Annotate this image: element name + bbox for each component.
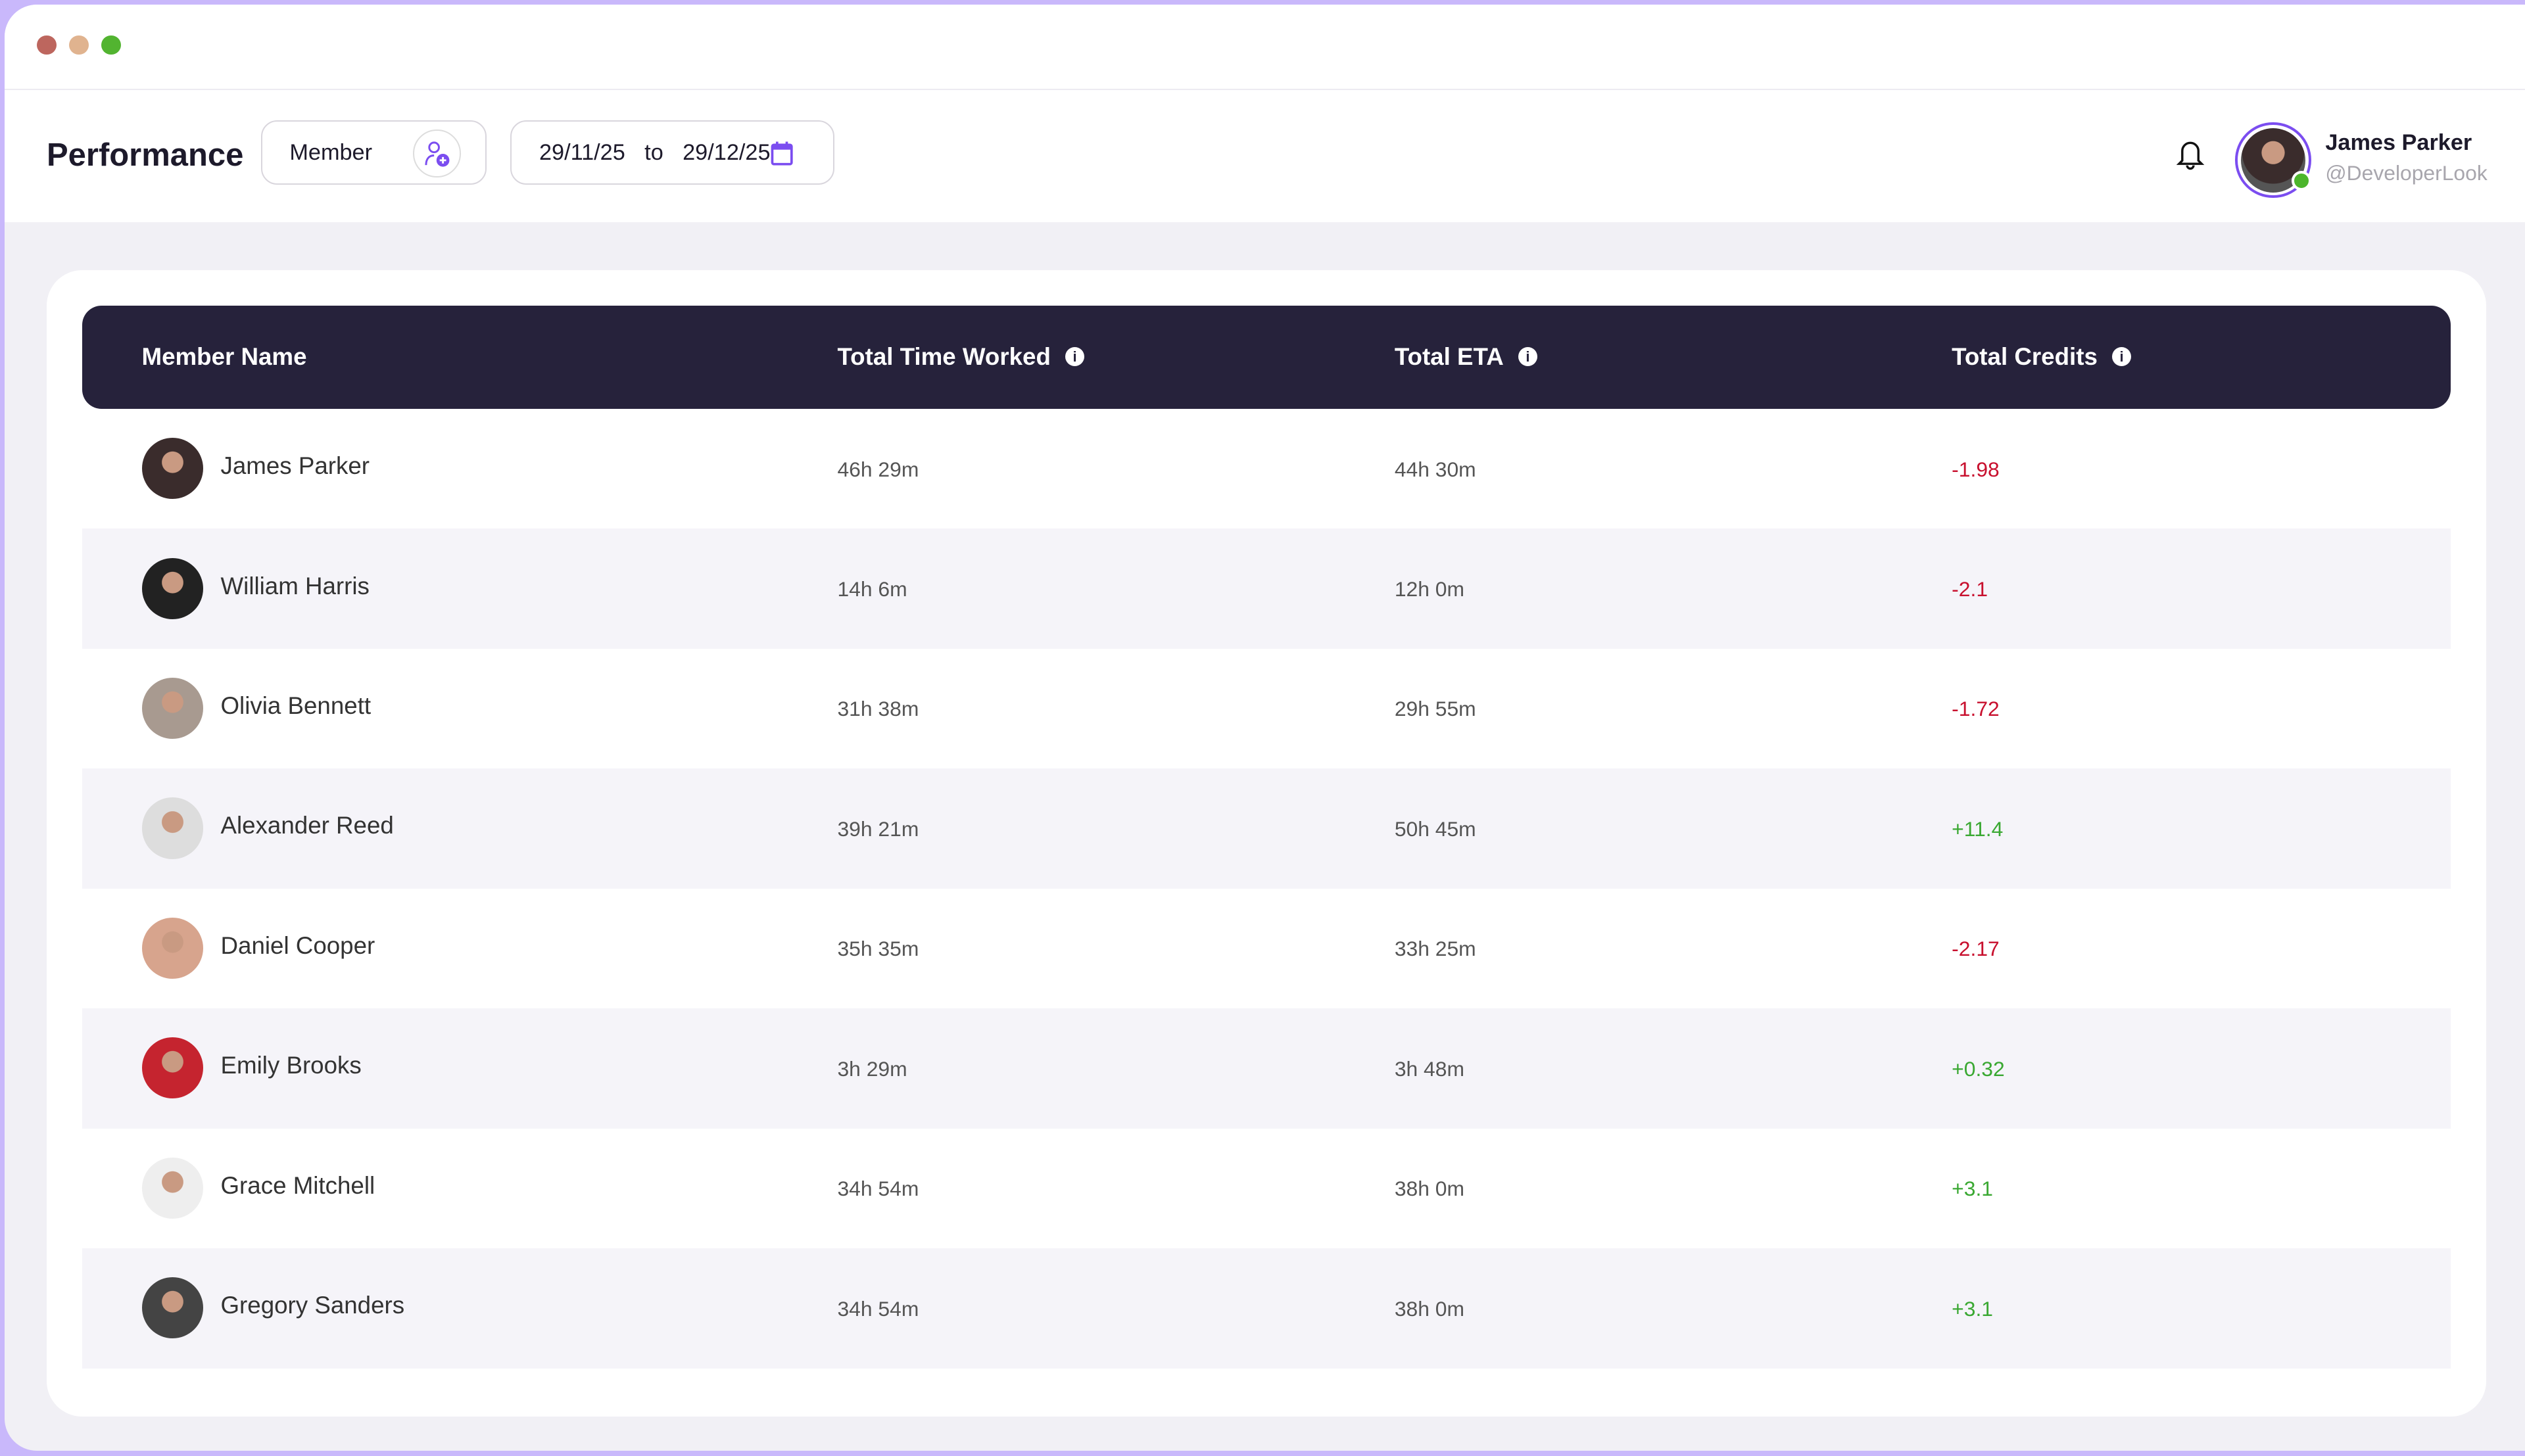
member-name: Daniel Cooper bbox=[220, 931, 375, 959]
eta: 33h 25m bbox=[1394, 937, 1476, 961]
member-filter-label: Member bbox=[289, 139, 373, 165]
column-label: Total Credits bbox=[1952, 342, 2098, 370]
column-total-credits: Total Credits i bbox=[1952, 342, 2132, 371]
member-avatar bbox=[141, 1037, 203, 1099]
page-title: Performance bbox=[47, 137, 244, 173]
time-worked: 14h 6m bbox=[837, 576, 907, 601]
member-avatar bbox=[141, 678, 203, 740]
user-handle: @DeveloperLook bbox=[2325, 160, 2488, 185]
credits: +0.32 bbox=[1952, 1056, 2005, 1081]
member-name: Alexander Reed bbox=[220, 812, 394, 839]
info-icon[interactable]: i bbox=[1065, 346, 1085, 367]
eta: 38h 0m bbox=[1394, 1296, 1464, 1321]
member-name: James Parker bbox=[220, 452, 370, 480]
member-avatar bbox=[141, 917, 203, 979]
time-worked: 39h 21m bbox=[837, 816, 919, 841]
window: Performance Member 29/11/25 to 29/12/25 … bbox=[5, 5, 2525, 1451]
user-avatar[interactable] bbox=[2235, 122, 2311, 199]
credits: -1.98 bbox=[1952, 457, 2000, 481]
member-avatar bbox=[141, 1157, 203, 1219]
time-worked: 34h 54m bbox=[837, 1296, 919, 1321]
credits: -1.72 bbox=[1952, 697, 2000, 721]
eta: 38h 0m bbox=[1394, 1177, 1464, 1201]
member-avatar bbox=[141, 438, 203, 500]
date-from: 29/11/25 bbox=[539, 139, 625, 165]
time-worked: 31h 38m bbox=[837, 697, 919, 721]
column-total-time-worked: Total Time Worked i bbox=[837, 342, 1085, 371]
eta: 29h 55m bbox=[1394, 697, 1476, 721]
table-row[interactable]: Grace Mitchell 34h 54m 38h 0m +3.1 bbox=[82, 1129, 2451, 1248]
time-worked: 3h 29m bbox=[837, 1056, 907, 1081]
column-member-name: Member Name bbox=[142, 343, 307, 371]
table-row[interactable]: Gregory Sanders 34h 54m 38h 0m +3.1 bbox=[82, 1248, 2451, 1369]
member-avatar bbox=[141, 797, 203, 859]
time-worked: 35h 35m bbox=[837, 937, 919, 961]
info-icon[interactable]: i bbox=[2111, 346, 2132, 367]
minimize-window-button[interactable] bbox=[69, 35, 89, 55]
column-total-eta: Total ETA i bbox=[1394, 342, 1538, 371]
close-window-button[interactable] bbox=[37, 35, 57, 55]
add-user-icon[interactable] bbox=[413, 129, 461, 177]
table-row[interactable]: William Harris 14h 6m 12h 0m -2.1 bbox=[82, 528, 2451, 649]
table-row[interactable]: Daniel Cooper 35h 35m 33h 25m -2.17 bbox=[82, 889, 2451, 1008]
column-label: Total Time Worked bbox=[837, 342, 1051, 370]
eta: 50h 45m bbox=[1394, 816, 1476, 841]
date-separator: to bbox=[644, 139, 663, 165]
column-label: Member Name bbox=[141, 342, 307, 370]
date-to: 29/12/25 bbox=[683, 139, 771, 165]
table-row[interactable]: James Parker 46h 29m 44h 30m -1.98 bbox=[82, 409, 2451, 528]
member-avatar bbox=[141, 557, 203, 619]
date-range-picker[interactable]: 29/11/25 to 29/12/25 bbox=[510, 120, 834, 185]
credits: -2.1 bbox=[1952, 576, 1988, 601]
credits: +3.1 bbox=[1952, 1296, 1994, 1321]
calendar-icon[interactable] bbox=[771, 140, 793, 166]
credits: +3.1 bbox=[1952, 1177, 1994, 1201]
member-name: William Harris bbox=[220, 572, 370, 599]
time-worked: 46h 29m bbox=[837, 457, 919, 481]
bell-icon[interactable] bbox=[2176, 138, 2205, 170]
column-label: Total ETA bbox=[1394, 342, 1504, 370]
member-name: Grace Mitchell bbox=[220, 1171, 375, 1199]
online-status-indicator bbox=[2291, 170, 2311, 191]
user-name: James Parker bbox=[2325, 130, 2472, 156]
page-header: Performance Member 29/11/25 to 29/12/25 bbox=[5, 89, 2525, 222]
table-row[interactable]: Olivia Bennett 31h 38m 29h 55m -1.72 bbox=[82, 649, 2451, 768]
table-header: Member Name Total Time Worked i Total ETA… bbox=[82, 306, 2451, 410]
eta: 12h 0m bbox=[1394, 576, 1464, 601]
credits: -2.17 bbox=[1952, 937, 2000, 961]
member-name: Gregory Sanders bbox=[220, 1292, 405, 1319]
title-bar bbox=[5, 5, 2525, 90]
table-row[interactable]: Alexander Reed 39h 21m 50h 45m +11.4 bbox=[82, 768, 2451, 889]
time-worked: 34h 54m bbox=[837, 1177, 919, 1201]
member-name: Olivia Bennett bbox=[220, 692, 372, 720]
eta: 3h 48m bbox=[1394, 1056, 1464, 1081]
member-avatar bbox=[141, 1277, 203, 1339]
maximize-window-button[interactable] bbox=[101, 35, 121, 55]
info-icon[interactable]: i bbox=[1518, 346, 1538, 367]
member-name: Emily Brooks bbox=[220, 1052, 362, 1079]
credits: +11.4 bbox=[1952, 816, 2004, 841]
table-row[interactable]: Emily Brooks 3h 29m 3h 48m +0.32 bbox=[82, 1008, 2451, 1129]
performance-table-card: Member Name Total Time Worked i Total ETA… bbox=[47, 270, 2487, 1417]
member-filter[interactable]: Member bbox=[260, 120, 487, 185]
eta: 44h 30m bbox=[1394, 457, 1476, 481]
